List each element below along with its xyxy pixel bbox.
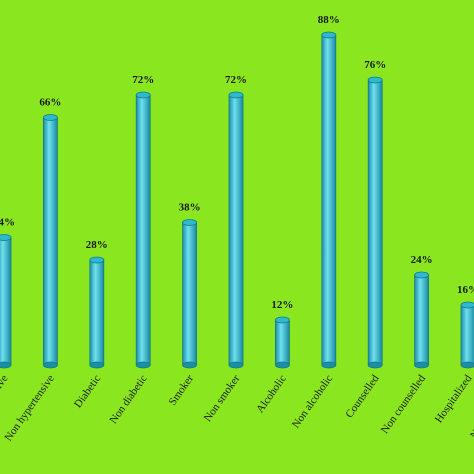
bar-body [414,274,430,366]
data-label: 38% [179,202,201,214]
bar-cap [274,316,290,324]
bar-base [43,361,58,369]
bar-body [367,79,383,366]
bar-body [274,319,290,366]
bar-base [460,361,474,369]
bar-body [43,117,58,366]
bar-base [135,361,151,369]
bar-base [274,361,290,369]
bar-body [460,304,474,366]
data-label: 76% [364,59,386,71]
bar-body [89,259,105,366]
bar-cap [135,91,151,99]
bar-body [182,222,198,366]
bar-body [0,237,12,366]
data-label: 88% [318,14,340,26]
bar-cap [182,219,198,226]
bar [460,301,474,369]
bar [89,256,105,369]
bar-cap [414,271,430,279]
bar-base [228,361,244,369]
bar [182,219,198,369]
data-label: 24% [411,254,433,266]
bar-body [135,94,151,366]
bar-base [414,361,430,369]
bar-cap [43,114,58,121]
data-label: 72% [225,74,247,86]
bar-cap [460,301,474,309]
bar [274,316,290,369]
bar-base [89,361,105,369]
bar-body [321,34,337,366]
bar-base [0,361,12,369]
data-label: 12% [271,299,293,311]
data-label: 72% [132,74,154,86]
bar [321,31,337,369]
data-label: 34% [0,217,15,229]
bar [135,91,151,369]
bar-body [228,94,244,366]
bar-cap [228,91,244,99]
bar [367,76,383,369]
bar [43,114,58,369]
bar-cap [367,76,383,84]
bar-cap [0,234,12,241]
bar-cap [321,31,337,39]
bar [228,91,244,369]
bar-base [321,361,337,369]
data-label: 28% [86,239,108,251]
bar-base [182,361,198,369]
bar-cap [89,256,105,264]
data-label: 16% [457,284,474,296]
bar-base [367,361,383,369]
bar [0,234,12,369]
bar [414,271,430,369]
data-label: 66% [39,97,61,109]
